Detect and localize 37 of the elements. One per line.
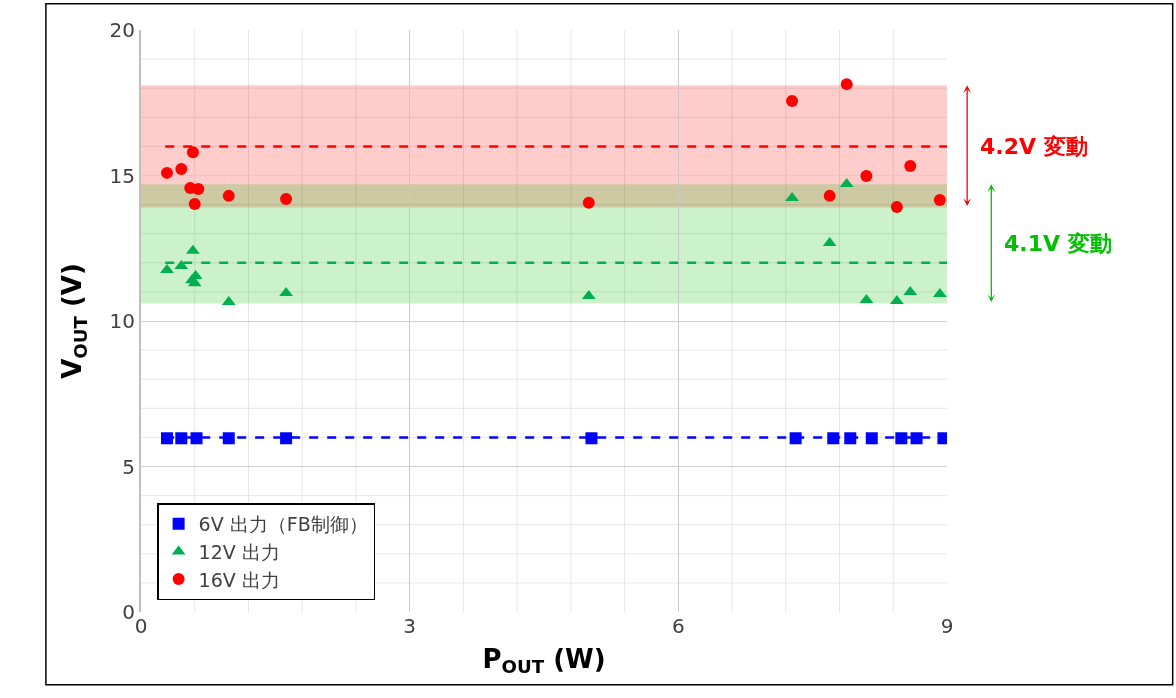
- legend-label: 6V 出力（FB制御）: [198, 513, 368, 536]
- point: [933, 193, 946, 206]
- point: [585, 432, 598, 445]
- point: [188, 198, 201, 211]
- point: [222, 189, 235, 202]
- point: [582, 196, 595, 209]
- point: [910, 432, 923, 445]
- point: [786, 95, 799, 107]
- y-tick-label: 5: [122, 454, 135, 479]
- x-tick-label: 6: [671, 614, 685, 638]
- x-tick-label: 3: [403, 614, 417, 638]
- point: [280, 193, 293, 206]
- x-axis-title: P$_{OUT}$ (W): [482, 643, 606, 678]
- y-tick-label: 10: [109, 309, 135, 333]
- x-tick-label: 9: [940, 614, 954, 638]
- point: [186, 244, 200, 254]
- legend-label: 16V 出力: [198, 568, 280, 591]
- point: [860, 170, 873, 183]
- point: [280, 432, 293, 445]
- y-tick-label: 15: [109, 163, 135, 188]
- point: [222, 432, 235, 445]
- point: [823, 189, 836, 202]
- point: [160, 264, 174, 274]
- point: [904, 159, 917, 172]
- point: [890, 200, 903, 213]
- point: [160, 166, 173, 179]
- band-label: 4.2V 変動: [980, 134, 1088, 159]
- band-label: 4.1V 変動: [1004, 231, 1112, 256]
- legend-label: 12V 出力: [198, 540, 280, 563]
- point: [186, 146, 199, 159]
- point: [190, 432, 203, 445]
- point: [895, 432, 908, 445]
- point: [175, 432, 188, 445]
- y-tick-label: 20: [109, 18, 135, 42]
- point: [175, 163, 188, 176]
- point: [840, 78, 853, 91]
- point: [785, 191, 799, 201]
